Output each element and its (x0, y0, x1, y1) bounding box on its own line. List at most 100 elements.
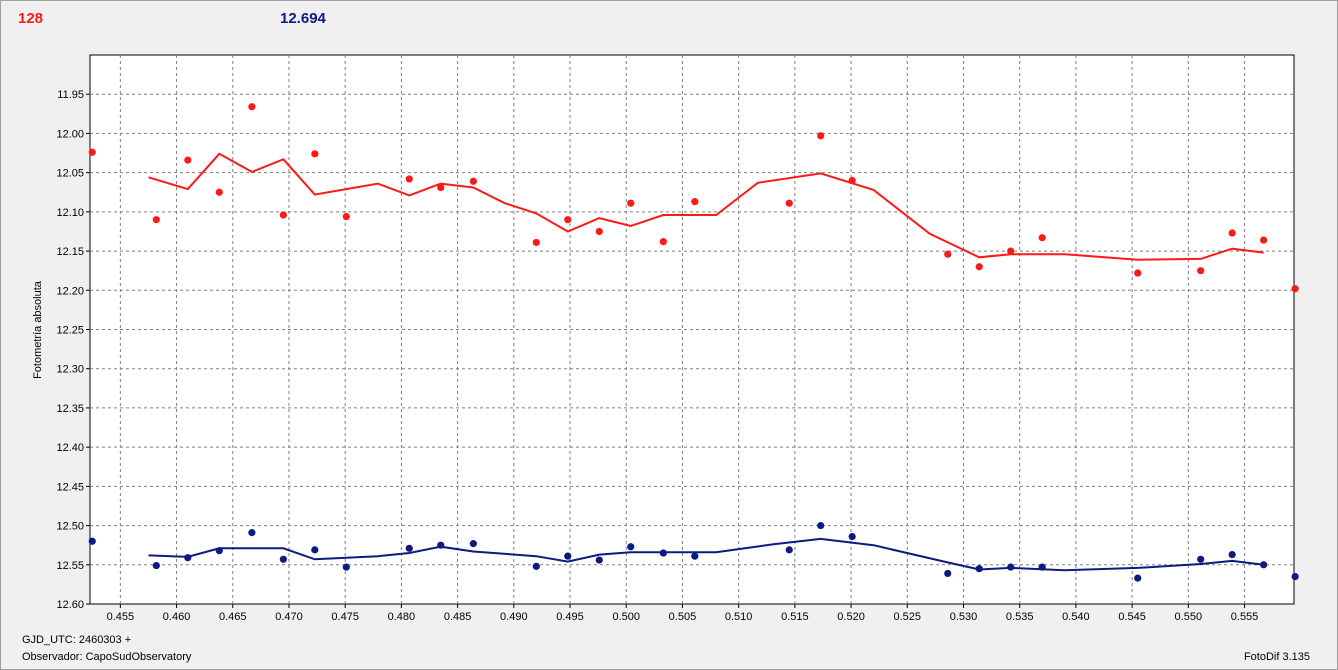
data-point-2 (975, 565, 983, 573)
data-point-2 (785, 546, 793, 554)
data-point-2 (691, 552, 699, 560)
data-point-1 (469, 177, 477, 185)
data-point-1 (564, 216, 572, 224)
data-point-2 (564, 552, 572, 560)
x-tick-label: 0.500 (612, 611, 640, 623)
data-point-2 (1260, 561, 1268, 569)
trend-line-2 (148, 537, 1264, 572)
grid-lines (90, 55, 1294, 604)
x-tick-label: 0.525 (894, 611, 922, 623)
x-tick-label: 0.480 (388, 611, 416, 623)
y-tick-label: 12.00 (56, 128, 84, 140)
data-point-1 (595, 227, 603, 236)
x-tick-label: 0.545 (1118, 611, 1146, 623)
y-tick-label: 12.25 (56, 325, 84, 337)
y-axis-label: Fotometría absoluta (32, 280, 44, 379)
x-tick-label: 0.475 (331, 611, 359, 623)
x-tick-label: 0.455 (107, 611, 135, 623)
y-tick-label: 12.55 (56, 560, 84, 572)
data-point-1 (1228, 229, 1236, 237)
x-tick-label: 0.555 (1231, 611, 1259, 623)
data-point-2 (311, 546, 319, 554)
x-tick-label: 0.485 (444, 611, 472, 623)
data-point-2 (279, 555, 287, 563)
data-point-1 (1134, 269, 1142, 277)
data-point-2 (1134, 574, 1142, 582)
data-point-1 (848, 176, 856, 185)
data-point-2 (469, 540, 477, 548)
data-point-2 (1038, 563, 1046, 571)
data-point-2 (1291, 572, 1299, 581)
data-point-2 (817, 521, 825, 530)
y-axis-ticks: 11.95 12.00 12.05 12.10 12.15 12.20 12.25 12.30… (56, 89, 90, 611)
data-point-1 (1007, 247, 1015, 255)
x-tick-label: 0.490 (500, 611, 528, 623)
data-point-2 (848, 532, 856, 541)
data-point-1 (627, 199, 635, 207)
y-tick-label: 12.40 (56, 442, 84, 454)
x-tick-label: 0.495 (556, 611, 584, 623)
x-axis-ticks: 0.455 0.460 0.465 0.470 0.475 0.480 0.485 0.490… (107, 604, 1259, 623)
y-tick-label: 11.95 (57, 89, 84, 101)
data-point-2 (152, 561, 160, 570)
data-point-1 (437, 183, 445, 192)
data-series (88, 103, 1299, 582)
data-point-1 (691, 198, 699, 206)
data-point-1 (817, 132, 825, 140)
data-point-1 (88, 148, 96, 156)
y-tick-label: 12.45 (56, 481, 84, 493)
observer-label: Observador: CapoSudObservatory (22, 651, 192, 663)
data-point-2 (595, 556, 603, 564)
x-tick-label: 0.510 (725, 611, 753, 623)
data-point-1 (248, 103, 256, 111)
data-point-1 (184, 156, 192, 164)
x-tick-label: 0.540 (1062, 611, 1090, 623)
magnitude-readout: 12.694 (280, 10, 326, 27)
point-count: 128 (18, 10, 44, 27)
x-tick-label: 0.505 (669, 611, 697, 623)
data-point-2 (342, 563, 350, 571)
version-label: FotoDif 3.135 (1243, 651, 1310, 663)
x-tick-label: 0.460 (163, 611, 191, 623)
data-point-1 (944, 250, 952, 258)
data-point-1 (342, 212, 350, 221)
data-point-2 (659, 549, 667, 557)
data-point-2 (248, 529, 256, 537)
y-tick-label: 12.10 (56, 207, 84, 219)
data-point-2 (1228, 550, 1236, 559)
data-point-1 (659, 238, 667, 246)
x-tick-label: 0.470 (275, 611, 303, 623)
data-point-2 (532, 562, 540, 570)
gjd-label: GJD_UTC: 2460303 + (22, 634, 132, 646)
data-point-2 (944, 569, 952, 578)
data-point-2 (1197, 555, 1205, 563)
data-point-2 (184, 554, 192, 562)
data-point-1 (1260, 236, 1268, 244)
data-point-2 (437, 541, 445, 549)
data-point-2 (405, 544, 413, 552)
data-point-1 (215, 188, 223, 196)
y-tick-label: 12.15 (56, 246, 84, 258)
data-point-1 (975, 263, 983, 271)
x-tick-label: 0.530 (950, 611, 978, 623)
data-point-2 (88, 537, 96, 545)
data-point-1 (152, 216, 160, 224)
data-point-2 (215, 547, 223, 555)
data-point-1 (532, 238, 540, 247)
trend-line-1 (148, 152, 1264, 261)
data-point-1 (405, 175, 413, 183)
y-tick-label: 12.20 (56, 285, 84, 297)
data-point-2 (627, 543, 635, 551)
y-tick-label: 12.05 (56, 168, 84, 180)
x-tick-label: 0.520 (837, 611, 865, 623)
y-tick-label: 12.30 (56, 364, 84, 376)
data-point-1 (785, 199, 793, 207)
data-point-1 (311, 150, 319, 158)
x-tick-label: 0.465 (219, 611, 247, 623)
data-point-1 (279, 211, 287, 219)
data-point-1 (1291, 285, 1299, 293)
y-tick-label: 12.50 (56, 521, 84, 533)
x-tick-label: 0.515 (781, 611, 809, 623)
x-tick-label: 0.550 (1175, 611, 1203, 623)
